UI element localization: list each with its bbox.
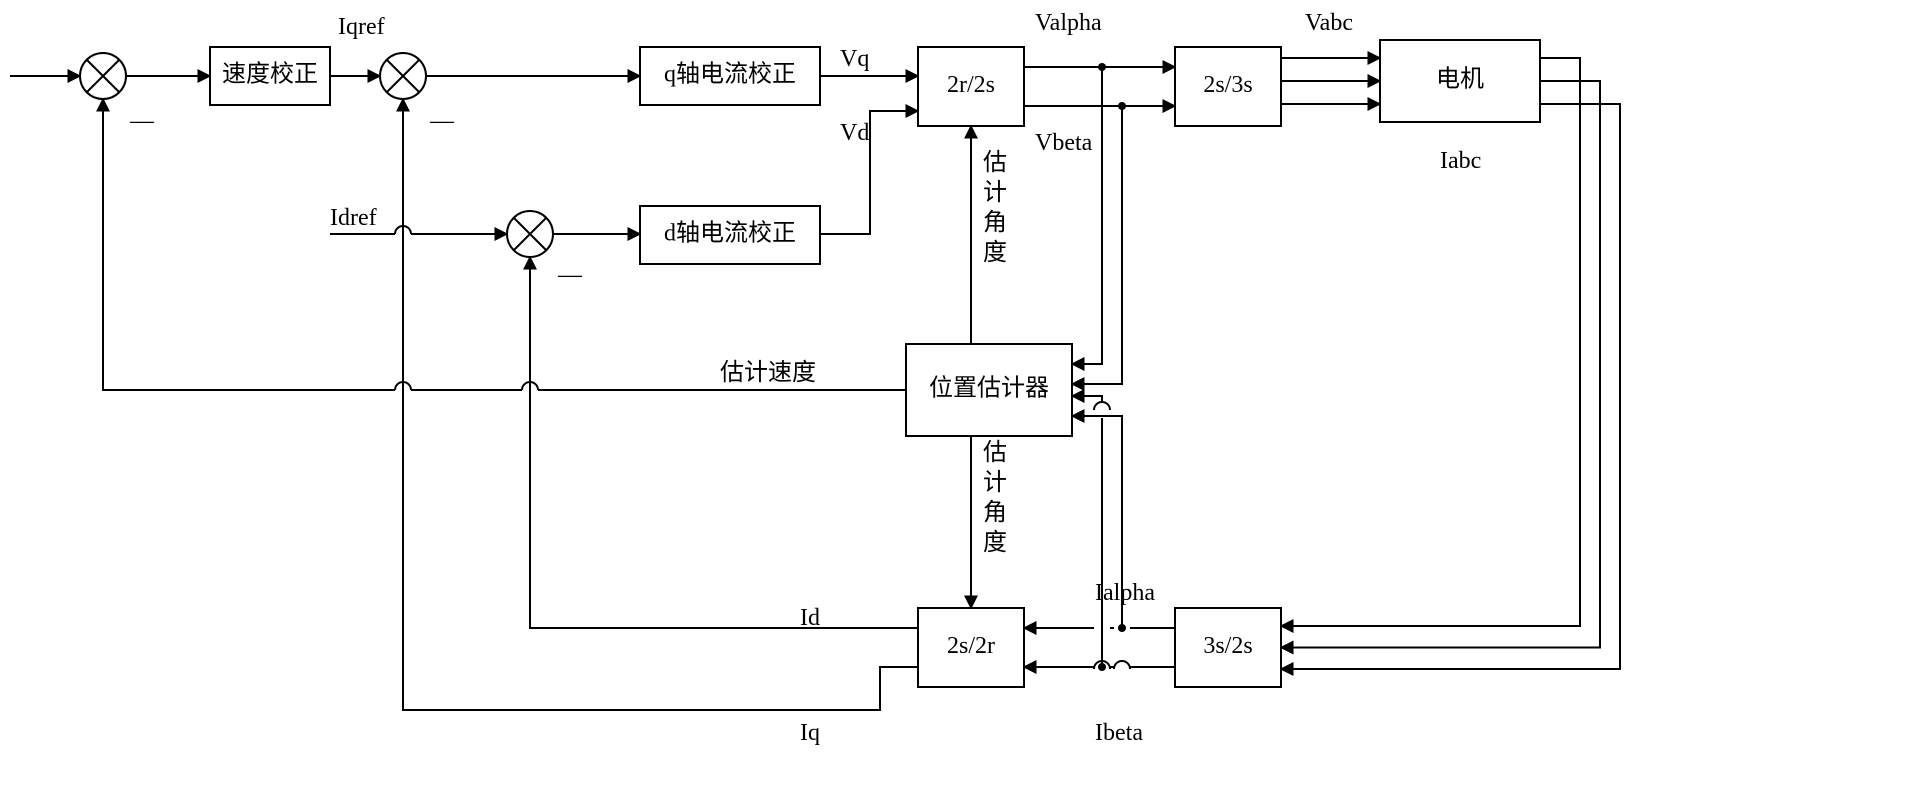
control-block-diagram: 速度校正 q轴电流校正 d轴电流校正 2r/2s 2s/3s 电机位置估计器 2s/2r 3s… — [0, 0, 1924, 798]
label-est_speed: 估计速度 — [720, 359, 816, 386]
q_curr_corr-label: q轴电流校正 — [664, 61, 796, 88]
wire — [1281, 58, 1580, 626]
wire — [530, 257, 918, 628]
clarke_inv-label: 2s/3s — [1203, 72, 1252, 98]
speed_corr-label: 速度校正 — [222, 61, 318, 88]
motor-label: 电机 — [1436, 66, 1484, 93]
label-minus2: — — [429, 108, 455, 134]
estimator-label: 位置估计器 — [929, 375, 1049, 402]
d_curr_corr-label: d轴电流校正 — [664, 220, 796, 247]
crossing — [1094, 402, 1110, 410]
label-minus3: — — [557, 262, 583, 288]
crossing — [1114, 661, 1130, 669]
wire — [1281, 104, 1620, 669]
label-Vbeta: Vbeta — [1035, 130, 1093, 156]
label-Valpha: Valpha — [1035, 10, 1102, 36]
label-Iabc: Iabc — [1440, 148, 1481, 174]
label-Idref: Idref — [330, 205, 377, 231]
label-Id: Id — [800, 605, 820, 631]
label-Vq: Vq — [840, 46, 869, 72]
summer-s3 — [507, 211, 553, 257]
label-Iqref: Iqref — [338, 14, 385, 40]
label-minus1: — — [129, 108, 155, 134]
label-Vd: Vd — [840, 120, 869, 146]
park_inv-label: 2r/2s — [947, 72, 995, 98]
label-Iq: Iq — [800, 720, 820, 746]
summer-s1 — [80, 53, 126, 99]
label-Vabc: Vabc — [1305, 10, 1353, 36]
label-Ialpha: Ialpha — [1095, 580, 1155, 606]
vlabel-est_angle_top: 估计角度 — [983, 149, 1007, 266]
wire — [1072, 396, 1102, 402]
park_fwd-label: 2s/2r — [947, 633, 995, 659]
wire — [403, 99, 918, 710]
wire — [1072, 67, 1102, 364]
summer-s2 — [380, 53, 426, 99]
wire — [103, 99, 395, 390]
label-Ibeta: Ibeta — [1095, 720, 1143, 746]
clarke_fwd-label: 3s/2s — [1203, 633, 1252, 659]
vlabel-est_angle_bot: 估计角度 — [983, 439, 1007, 556]
